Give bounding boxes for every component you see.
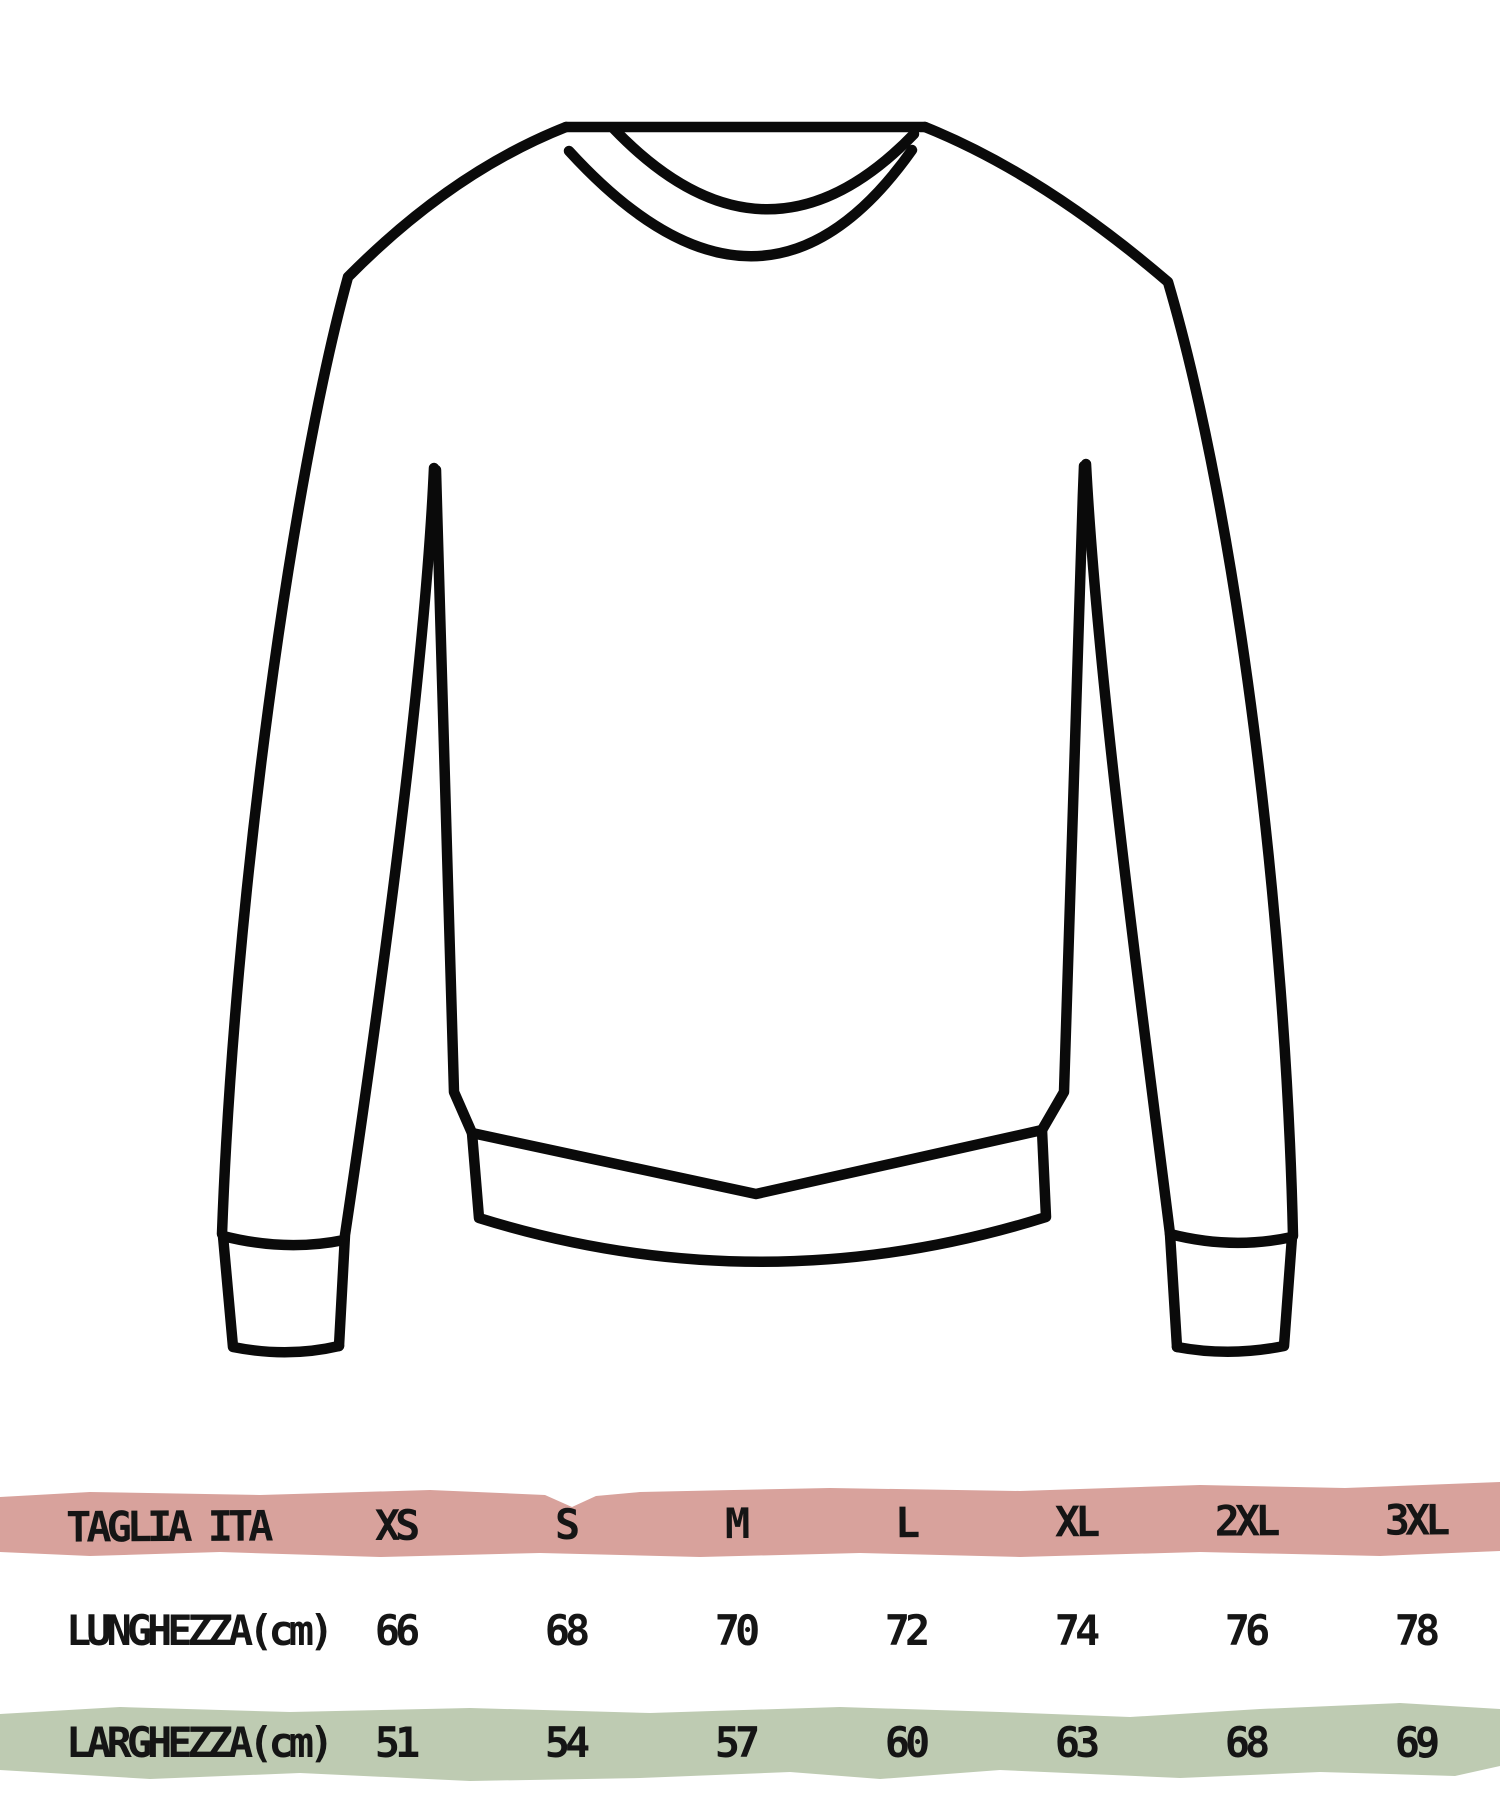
left-cuff-path [217, 1230, 350, 1358]
size-header-row: TAGLIA ITA XS S M L XL 2XL 3XL [0, 1479, 1500, 1567]
length-value-m: 70 [714, 1605, 761, 1655]
length-row-label: LUNGHEZZA(cm) [66, 1605, 334, 1655]
size-col-m: M [724, 1498, 746, 1548]
width-value-l: 60 [884, 1717, 931, 1767]
length-row: LUNGHEZZA(cm) 66 68 70 72 74 76 78 [0, 1590, 1500, 1670]
hem-band-path [466, 1124, 1052, 1267]
length-value-s: 68 [544, 1605, 591, 1655]
collar-outer-rib-path [563, 144, 918, 262]
width-row-label: LARGHEZZA(cm) [66, 1717, 334, 1767]
size-col-xs: XS [374, 1500, 416, 1550]
size-col-l: L [894, 1497, 916, 1547]
width-value-m: 57 [714, 1717, 761, 1767]
sweatshirt-outline [216, 121, 1299, 1358]
width-row: LARGHEZZA(cm) 51 54 57 60 63 68 69 [0, 1702, 1500, 1782]
right-shoulder-sleeve-path [919, 121, 1299, 1242]
width-row-brush-band [0, 1703, 1500, 1781]
right-cuff-path [1164, 1228, 1298, 1358]
length-value-xs: 66 [374, 1605, 421, 1655]
length-value-xl: 74 [1054, 1605, 1101, 1655]
width-value-2xl: 68 [1224, 1717, 1271, 1767]
length-value-2xl: 76 [1224, 1605, 1271, 1655]
collar-inner-rib-path [608, 123, 920, 215]
left-shoulder-sleeve-path [216, 121, 572, 1240]
body-right-path [1036, 460, 1090, 1136]
size-col-3xl: 3XL [1384, 1494, 1446, 1545]
length-value-l: 72 [884, 1605, 931, 1655]
width-value-xl: 63 [1054, 1717, 1101, 1767]
left-inner-sleeve-path [333, 462, 440, 1352]
width-value-xs: 51 [374, 1717, 421, 1767]
size-row-label: TAGLIA ITA [65, 1501, 269, 1552]
size-col-xl: XL [1054, 1496, 1096, 1546]
length-value-3xl: 78 [1394, 1605, 1441, 1655]
width-value-s: 54 [544, 1717, 591, 1767]
size-col-s: S [554, 1499, 576, 1549]
right-inner-sleeve-path [1080, 458, 1183, 1353]
body-left-path [430, 464, 478, 1139]
width-value-3xl: 69 [1394, 1717, 1441, 1767]
size-col-2xl: 2XL [1214, 1495, 1276, 1546]
